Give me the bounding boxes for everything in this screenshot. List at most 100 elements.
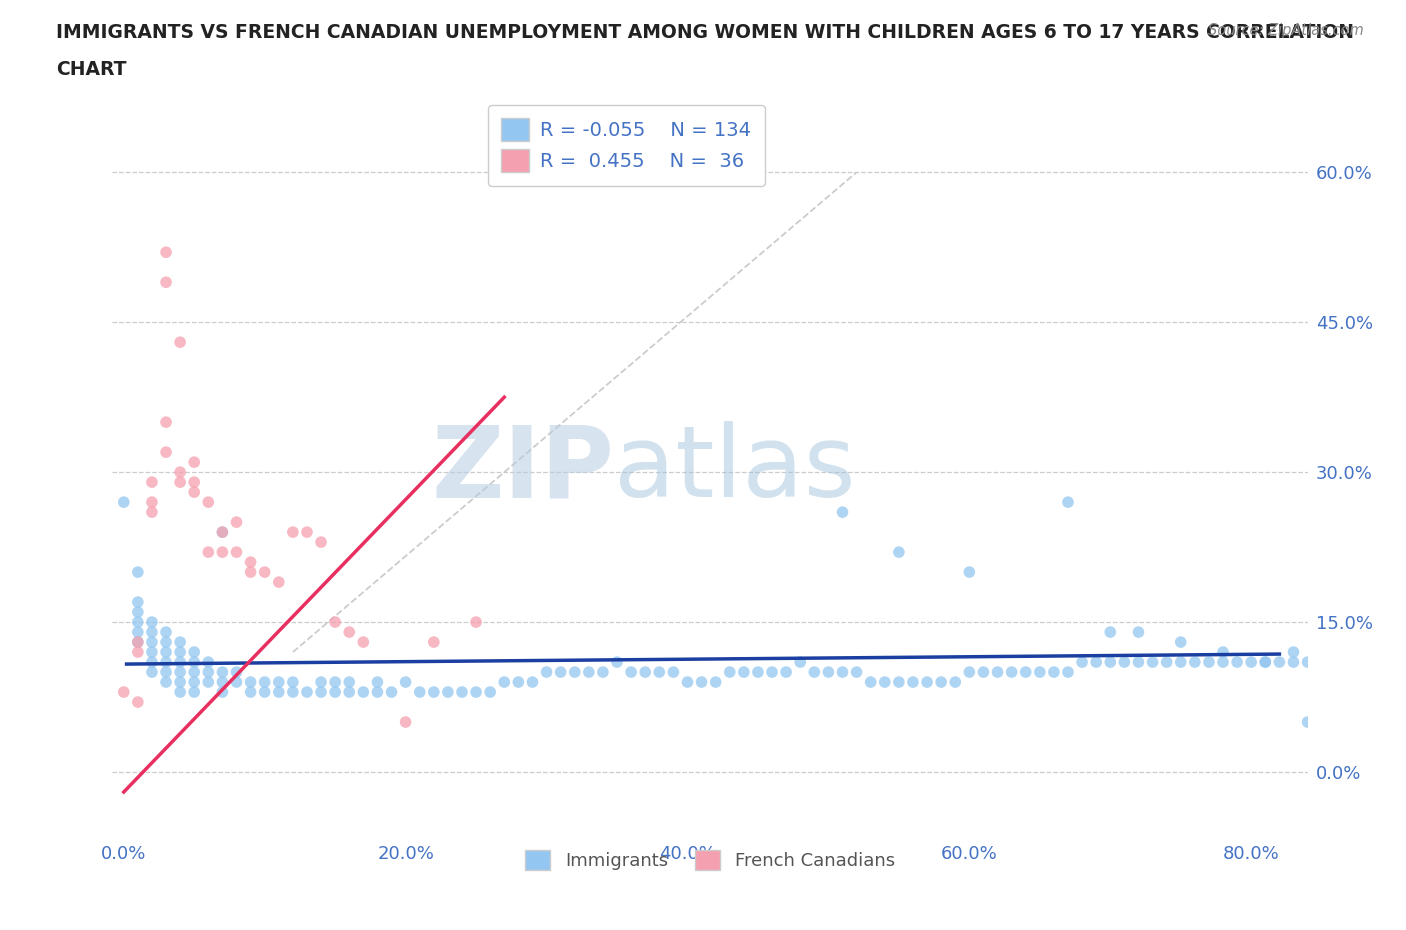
Point [169,655,191,670]
Point [169,684,191,699]
Point [352,634,374,649]
Point [648,665,671,680]
Point [831,505,853,520]
Point [465,615,488,630]
Point [225,545,247,560]
Point [112,495,135,510]
Point [127,615,149,630]
Point [141,474,163,489]
Point [197,495,219,510]
Point [1001,665,1024,680]
Point [690,674,713,689]
Point [1085,655,1108,670]
Point [1212,644,1234,659]
Point [845,665,868,680]
Point [1128,655,1150,670]
Point [197,655,219,670]
Point [1212,655,1234,670]
Point [1268,655,1291,670]
Point [127,604,149,619]
Point [394,674,416,689]
Point [183,485,205,499]
Point [225,514,247,529]
Point [169,474,191,489]
Point [676,674,699,689]
Point [718,665,741,680]
Point [183,665,205,680]
Point [155,665,177,680]
Point [1254,655,1277,670]
Point [197,545,219,560]
Legend: Immigrants, French Canadians: Immigrants, French Canadians [513,837,907,883]
Point [323,684,346,699]
Point [337,684,360,699]
Point [155,634,177,649]
Point [337,625,360,640]
Point [225,665,247,680]
Point [239,565,262,579]
Point [1226,655,1249,670]
Point [155,245,177,259]
Point [169,644,191,659]
Point [831,665,853,680]
Point [127,625,149,640]
Point [1156,655,1178,670]
Point [211,674,233,689]
Point [127,644,149,659]
Point [1029,665,1052,680]
Point [409,684,432,699]
Point [494,674,516,689]
Point [253,674,276,689]
Point [352,684,374,699]
Point [295,525,318,539]
Point [169,465,191,480]
Point [929,674,952,689]
Point [141,655,163,670]
Point [253,684,276,699]
Point [887,674,910,689]
Point [606,655,628,670]
Point [112,684,135,699]
Point [380,684,402,699]
Point [423,634,446,649]
Point [733,665,755,680]
Text: IMMIGRANTS VS FRENCH CANADIAN UNEMPLOYMENT AMONG WOMEN WITH CHILDREN AGES 6 TO 1: IMMIGRANTS VS FRENCH CANADIAN UNEMPLOYME… [56,23,1354,42]
Point [1071,655,1094,670]
Point [323,674,346,689]
Point [1296,655,1319,670]
Point [1184,655,1206,670]
Point [775,665,797,680]
Point [323,615,346,630]
Point [225,674,247,689]
Point [127,565,149,579]
Point [295,684,318,699]
Point [267,674,290,689]
Point [366,674,388,689]
Point [141,644,163,659]
Point [1142,655,1164,670]
Point [169,665,191,680]
Point [169,674,191,689]
Point [1099,655,1122,670]
Point [1128,625,1150,640]
Point [451,684,474,699]
Point [1015,665,1038,680]
Point [578,665,600,680]
Point [859,674,882,689]
Point [972,665,994,680]
Point [141,625,163,640]
Point [309,674,332,689]
Point [239,684,262,699]
Point [197,665,219,680]
Point [281,684,304,699]
Point [662,665,685,680]
Point [1170,634,1192,649]
Point [169,335,191,350]
Point [1114,655,1136,670]
Point [211,525,233,539]
Point [986,665,1008,680]
Point [155,674,177,689]
Point [337,674,360,689]
Point [211,545,233,560]
Point [1282,655,1305,670]
